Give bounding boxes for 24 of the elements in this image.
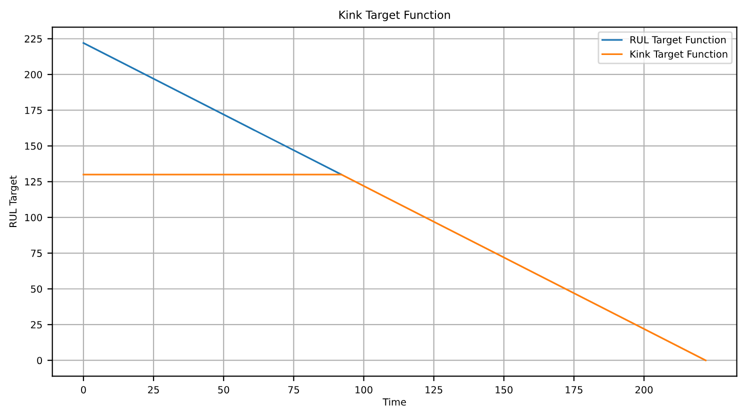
- y-axis-title: RUL Target: [9, 176, 19, 227]
- x-axis-title: Time: [382, 398, 406, 406]
- y-tick-label: 125: [25, 178, 42, 186]
- y-tick-label: 225: [24, 35, 42, 43]
- y-tick-label: 200: [24, 70, 42, 78]
- x-tick-label: 200: [635, 386, 653, 394]
- x-tick-label: 125: [426, 386, 442, 394]
- x-tick-label: 150: [496, 386, 513, 394]
- x-tick-label: 25: [148, 386, 159, 394]
- x-tick-label: 75: [288, 386, 300, 394]
- y-tick-label: 50: [31, 285, 42, 293]
- x-tick-label: 100: [356, 386, 372, 394]
- y-tick-label: 0: [37, 356, 42, 364]
- chart-title: Kink Target Function: [339, 10, 450, 22]
- y-tick-label: 150: [25, 142, 42, 150]
- y-tick-label: 175: [25, 106, 42, 114]
- legend-label: RUL Target Function: [630, 36, 726, 46]
- x-tick-label: 0: [81, 386, 86, 394]
- x-tick-label: 175: [566, 386, 582, 394]
- y-tick-label: 75: [31, 250, 42, 257]
- x-tick-label: 50: [218, 386, 230, 394]
- y-tick-label: 100: [25, 214, 42, 222]
- y-tick-label: 25: [30, 321, 42, 328]
- legend-label: Kink Target Function: [630, 50, 728, 60]
